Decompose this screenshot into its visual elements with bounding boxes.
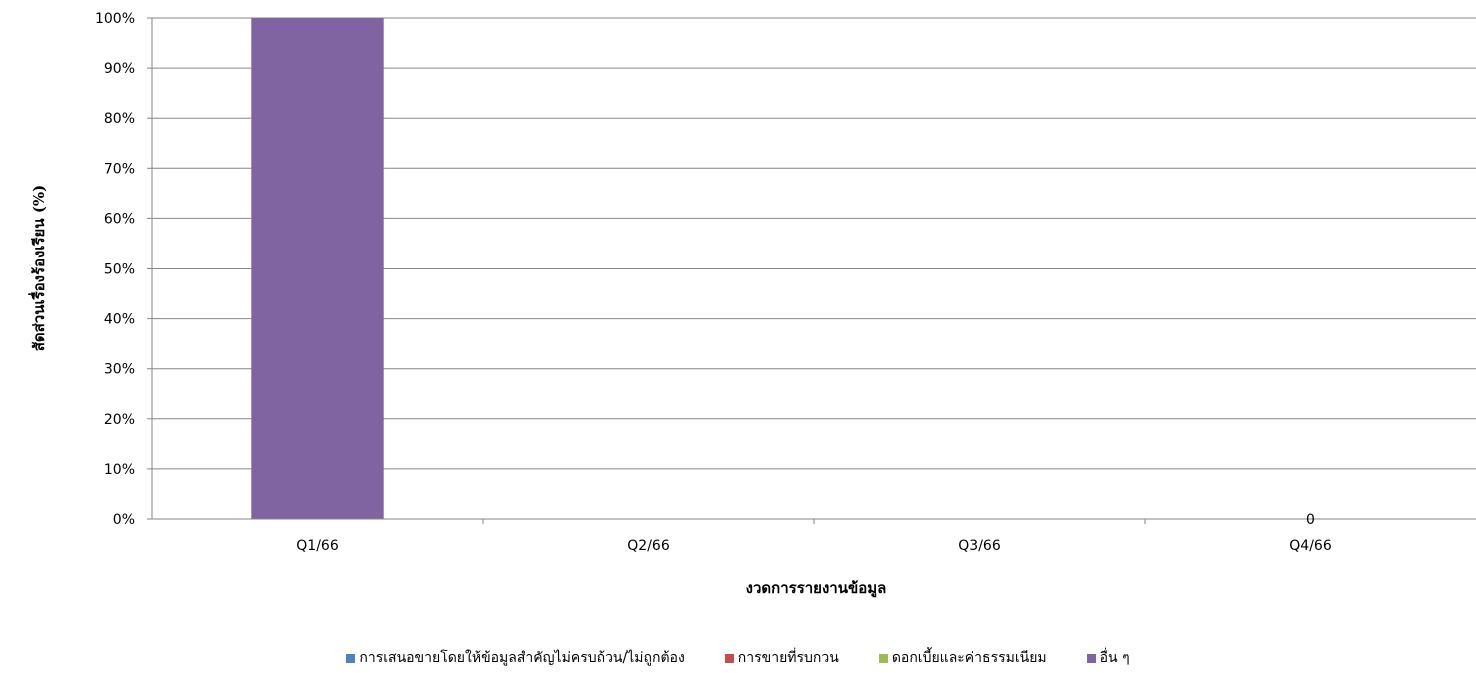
y-tick-label: 30% — [104, 362, 135, 378]
y-tick-label: 70% — [104, 161, 135, 177]
bars — [251, 18, 384, 519]
chart: 0%10%20%30%40%50%60%70%80%90%100% Q1/66 Q… — [28, 11, 1476, 598]
y-tick-label: 60% — [104, 211, 135, 227]
x-tick-label: Q4/66 — [1289, 538, 1332, 554]
y-tick-label: 40% — [104, 312, 135, 328]
y-tick-label: 20% — [104, 412, 135, 428]
legend-label: การขายที่รบกวน — [737, 650, 839, 666]
legend-swatch — [1086, 653, 1096, 663]
y-tick-label: 90% — [104, 61, 135, 77]
legend-item: การเสนอขายโดยให้ข้อมูลสำคัญไม่ครบถ้วน/ไม… — [346, 647, 685, 669]
legend-item: อื่น ๆ — [1086, 647, 1130, 669]
y-axis-title: สัดส่วนเรื่องร้องเรียน (%) — [28, 185, 48, 352]
x-tick-label: Q3/66 — [958, 538, 1001, 554]
y-tick-label: 10% — [104, 462, 135, 478]
y-tick-label: 80% — [104, 111, 135, 127]
x-tick-label: Q1/66 — [296, 538, 339, 554]
legend-swatch — [724, 653, 734, 663]
y-tick-label: 100% — [95, 11, 135, 27]
x-tick-label: Q2/66 — [627, 538, 670, 554]
legend: การเสนอขายโดยให้ข้อมูลสำคัญไม่ครบถ้วน/ไม… — [0, 647, 1476, 669]
legend-swatch — [346, 653, 356, 663]
data-labels: 0 — [1306, 512, 1315, 528]
legend-label: อื่น ๆ — [1099, 650, 1130, 666]
y-tick-labels: 0% 10% 20% 30% 40% 50% 60% 70% 80% 90% 100% — [95, 11, 135, 528]
legend-label: ดอกเบี้ยและค่าธรรมเนียม — [891, 650, 1047, 666]
axes — [147, 17, 1476, 524]
bar — [251, 18, 384, 519]
data-label: 0 — [1306, 512, 1315, 528]
y-tick-label: 50% — [104, 262, 135, 278]
legend-swatch — [878, 653, 888, 663]
legend-item: ดอกเบี้ยและค่าธรรมเนียม — [878, 647, 1047, 669]
x-tick-labels: Q1/66 Q2/66 Q3/66 Q4/66 — [296, 538, 1332, 554]
x-axis-title: งวดการรายงานข้อมูล — [746, 579, 887, 598]
legend-label: การเสนอขายโดยให้ข้อมูลสำคัญไม่ครบถ้วน/ไม… — [359, 650, 685, 666]
y-tick-label: 0% — [113, 512, 135, 528]
legend-item: การขายที่รบกวน — [724, 647, 839, 669]
